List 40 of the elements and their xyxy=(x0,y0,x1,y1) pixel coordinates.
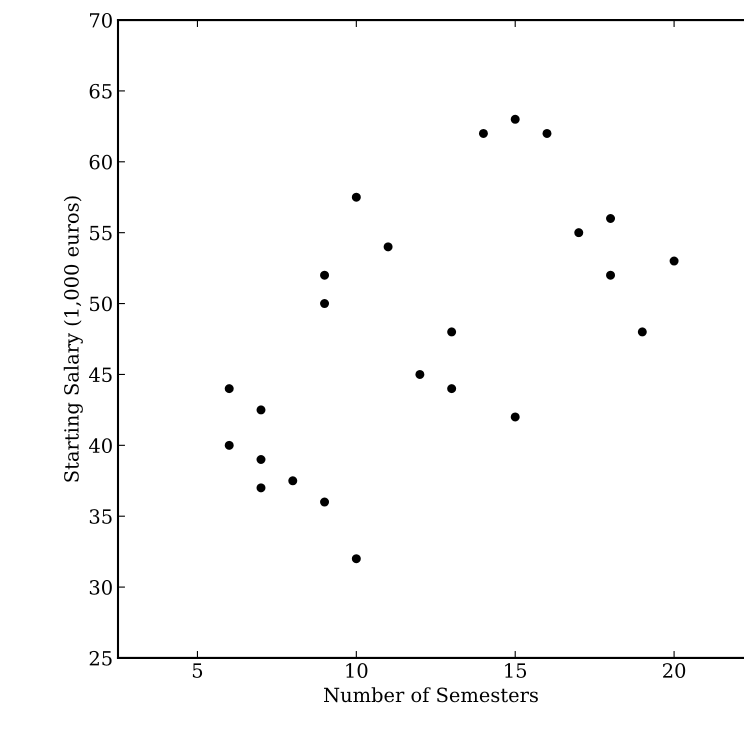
point xyxy=(447,384,456,394)
point xyxy=(224,384,234,394)
point xyxy=(606,214,616,223)
y-tick-label: 35 xyxy=(90,509,112,524)
x-tick-label: 10 xyxy=(346,663,368,678)
point xyxy=(606,270,616,280)
y-tick-label: 40 xyxy=(88,438,112,453)
y-tick-label: 60 xyxy=(90,154,112,170)
x-tick-label: 15 xyxy=(505,663,526,678)
y-tick-label: 30 xyxy=(90,580,112,595)
point xyxy=(256,405,266,414)
y-tick-label: 65 xyxy=(90,84,112,99)
point xyxy=(574,228,584,238)
point xyxy=(510,412,520,422)
point xyxy=(320,270,330,280)
x-tick-label: 20 xyxy=(663,663,686,678)
point xyxy=(224,440,234,450)
point xyxy=(447,327,456,336)
x-tick-label: 5 xyxy=(192,663,202,678)
point xyxy=(352,192,361,202)
point xyxy=(256,483,266,492)
y-tick-label: 50 xyxy=(90,296,112,312)
y-tick-label: 25 xyxy=(90,650,112,666)
point xyxy=(478,128,488,138)
y-axis-title: Starting Salary (1,000 euros) xyxy=(64,196,83,482)
point xyxy=(670,256,679,266)
y-tick-label: 55 xyxy=(90,226,112,240)
point xyxy=(542,128,552,138)
point xyxy=(638,327,647,336)
point xyxy=(384,242,393,252)
point xyxy=(352,554,361,564)
point xyxy=(415,370,424,379)
x-axis-title: Number of Semesters xyxy=(324,687,538,702)
point xyxy=(320,299,330,308)
y-tick-label: 45 xyxy=(88,367,112,382)
y-tick-label: 70 xyxy=(90,12,112,28)
point xyxy=(256,455,266,464)
point xyxy=(320,498,330,507)
point xyxy=(510,114,520,124)
point xyxy=(288,476,298,486)
